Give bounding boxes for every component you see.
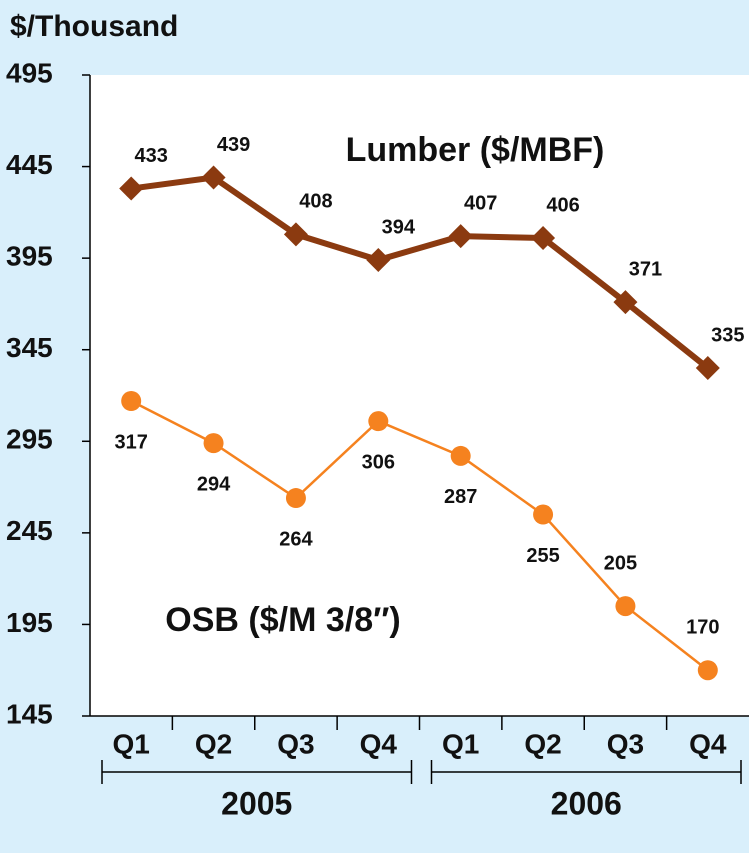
series-annotation: OSB ($/M 3/8″) <box>165 601 400 639</box>
data-label: 255 <box>526 545 559 567</box>
y-tick-label: 195 <box>6 607 53 638</box>
data-label: 205 <box>604 552 637 574</box>
x-tick-label: Q1 <box>113 728 150 759</box>
circle-marker <box>533 504 554 525</box>
x-tick-label: Q2 <box>195 728 232 759</box>
circle-marker <box>697 660 718 681</box>
y-tick-label: 395 <box>6 241 53 272</box>
data-label: 264 <box>279 528 313 550</box>
x-tick-label: Q3 <box>607 728 644 759</box>
data-label: 408 <box>299 191 332 213</box>
diamond-marker <box>283 222 308 247</box>
year-label: 2006 <box>551 785 622 821</box>
data-label: 287 <box>444 486 477 508</box>
x-tick-label: Q2 <box>524 728 561 759</box>
circle-marker <box>285 488 306 509</box>
data-label: 335 <box>711 324 744 346</box>
circle-marker <box>615 596 636 617</box>
diamond-marker <box>613 290 638 315</box>
y-tick-label: 245 <box>6 515 53 546</box>
y-tick-label: 495 <box>6 57 53 88</box>
y-tick-label: 145 <box>6 698 53 729</box>
diamond-marker <box>531 225 556 250</box>
x-tick-label: Q4 <box>689 728 727 759</box>
data-label: 317 <box>115 431 148 453</box>
y-tick-label: 345 <box>6 332 53 363</box>
x-tick-label: Q1 <box>442 728 479 759</box>
y-axis-title: $/Thousand <box>10 10 178 43</box>
y-tick-label: 295 <box>6 424 53 455</box>
circle-marker <box>121 390 142 411</box>
series-line <box>130 399 709 672</box>
year-label: 2005 <box>221 785 292 821</box>
diamond-marker <box>695 356 720 381</box>
data-label: 294 <box>197 473 231 495</box>
diamond-marker <box>448 224 473 249</box>
y-tick-label: 445 <box>6 149 53 180</box>
data-label: 439 <box>217 134 250 156</box>
diamond-marker <box>201 165 226 190</box>
data-label: 406 <box>546 194 579 216</box>
circle-marker <box>450 445 471 466</box>
diamond-marker <box>119 176 144 201</box>
x-tick-label: Q4 <box>360 728 398 759</box>
data-label: 394 <box>382 216 416 238</box>
data-label: 433 <box>135 145 168 167</box>
data-label: 306 <box>362 451 395 473</box>
circle-marker <box>203 433 224 454</box>
data-label: 371 <box>629 258 662 280</box>
circle-marker <box>368 411 389 432</box>
data-label: 407 <box>464 192 497 214</box>
series-annotation: Lumber ($/MBF) <box>346 131 605 169</box>
data-label: 170 <box>686 616 719 638</box>
x-tick-label: Q3 <box>277 728 314 759</box>
series-line <box>130 174 710 371</box>
diamond-marker <box>366 247 391 272</box>
